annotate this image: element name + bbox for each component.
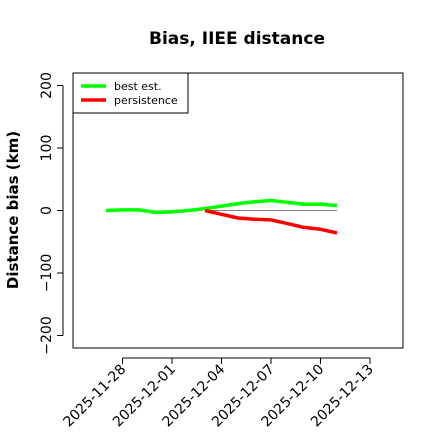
plot-area: −200−10001002002025-11-282025-12-012025-…: [39, 72, 404, 430]
legend-label-0: best est.: [114, 80, 162, 93]
y-tick-label-0: 0: [39, 206, 55, 215]
series-line-0: [105, 198, 338, 215]
y-tick-label-200: 200: [39, 72, 55, 99]
y-tick-label--100: −100: [39, 254, 55, 292]
y-tick-label-100: 100: [39, 135, 55, 162]
y-tick-label--200: −200: [39, 316, 55, 354]
legend-box: [72, 72, 189, 114]
plot-frame: [72, 72, 404, 349]
chart-title: Bias, IIEE distance: [149, 29, 325, 49]
legend-label-1: persistence: [114, 94, 178, 107]
y-axis-label: Distance bias (km): [4, 131, 22, 289]
series-line-1: [204, 208, 338, 235]
